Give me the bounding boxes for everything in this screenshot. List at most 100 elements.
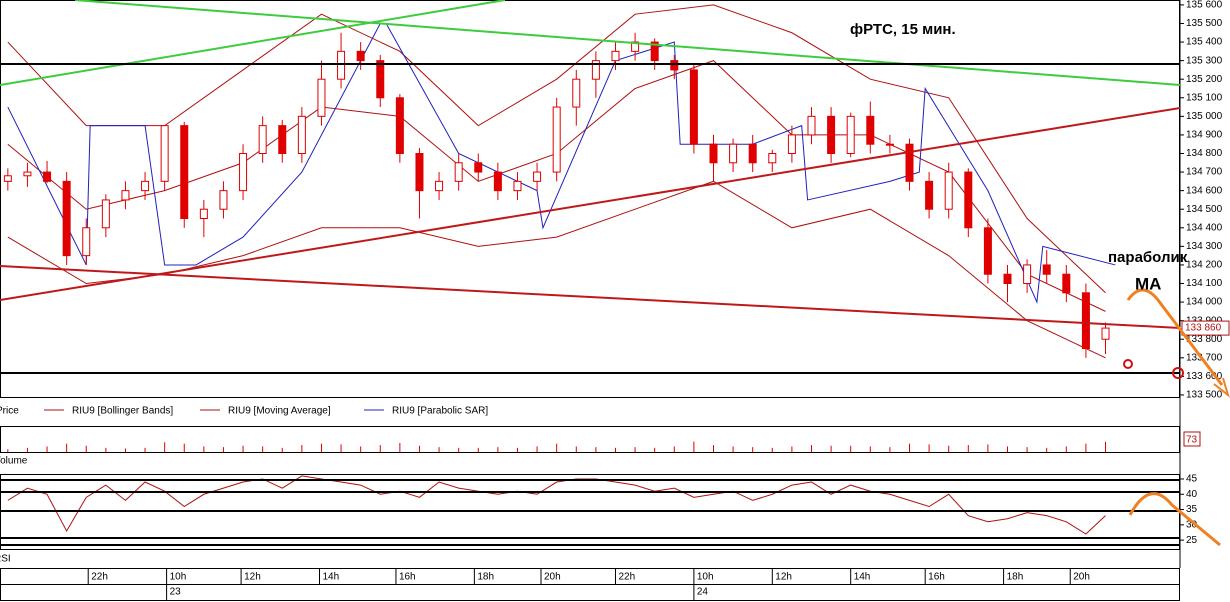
candle-body [572,78,581,108]
y-tick-label: 133 600 [1186,371,1223,382]
candle-body [454,162,463,182]
last-volume-box [1183,431,1201,447]
candle-body [689,69,698,145]
candle-body [807,115,816,136]
candle-body [395,97,404,154]
x-tick-label: 14h [854,572,871,583]
forecast-arrow [1128,492,1221,547]
candle-body [729,143,738,164]
candle-body [43,171,52,182]
y-tick-label: 134 100 [1186,278,1223,289]
y-tick-label: 135 100 [1186,92,1223,103]
candle-body [983,227,992,275]
x-tick-label: 20h [544,572,561,583]
y-tick-label: 25 [1186,535,1198,546]
legend-label: RIU9 [Moving Average] [228,406,331,417]
candle-body [1101,327,1110,340]
y-tick-label: 35 [1186,504,1198,515]
date-label: 23 [170,587,182,598]
y-tick-label: 135 600 [1186,0,1223,11]
y-tick-label: 134 000 [1186,297,1223,308]
trend-line [0,0,506,86]
y-tick-label: 135 300 [1186,55,1223,66]
x-tick-label: 18h [477,572,494,583]
candle-body [964,171,973,229]
candle-body [552,106,561,173]
candle-body [3,175,12,182]
candle-body [885,143,894,146]
last-volume-label: 73 [1186,435,1198,446]
legend-label: Price [0,406,19,417]
y-tick-label: 134 700 [1186,167,1223,178]
x-tick-label: 12h [244,572,261,583]
candle-body [631,41,640,52]
marker-circle [1123,359,1133,369]
candle-body [121,190,130,201]
x-tick-label: 22h [91,572,108,583]
y-tick-label: 134 800 [1186,148,1223,159]
candle-body [866,115,875,145]
candle-body [1023,264,1032,285]
candle-body [239,152,248,192]
panel-title: RSI [0,554,11,565]
last-price-label: 133 860 [1185,323,1222,334]
candle-body [278,125,287,154]
forecast-arrow [1126,288,1224,386]
candle-body [650,41,659,62]
y-tick-label: 134 500 [1186,204,1223,215]
candle-body [768,152,777,164]
legend-label: RIU9 [Parabolic SAR] [392,406,488,417]
y-tick-label: 134 600 [1186,185,1223,196]
main-panel [0,0,1180,398]
candle-body [82,227,91,257]
annotation: MA [1135,274,1161,293]
trend-line [0,107,1181,301]
y-tick-label: 135 400 [1186,37,1223,48]
candle-body [258,125,267,154]
candle-body [199,208,208,220]
chart-title: фРТС, 15 мин. [850,21,956,38]
x-tick-label: 18h [1007,572,1024,583]
y-tick-label: 133 800 [1186,334,1223,345]
date-label: 24 [697,587,709,598]
candle-body [1042,264,1051,275]
candle-body [1062,273,1071,294]
y-tick-label: 134 900 [1186,130,1223,141]
rsi-line [7,475,1106,535]
candle-body [219,190,228,210]
marker-circle [1172,367,1184,379]
candle-body [611,50,620,62]
x-tick-label: 16h [399,572,416,583]
candle-body [1081,292,1090,350]
volume-panel [0,426,1180,453]
y-tick-label: 135 000 [1186,111,1223,122]
candle-body [415,152,424,192]
arrow-head [1213,377,1230,398]
x-tick-label: 10h [697,572,714,583]
indicator-line [7,4,1106,294]
candle-body [62,180,71,257]
y-tick-label: 135 500 [1186,18,1223,29]
x-tick-label: 16h [928,572,945,583]
candle-body [297,115,306,154]
candle-body [787,134,796,154]
candle-body [709,143,718,164]
candle-body [435,180,444,192]
y-tick-label: 134 300 [1186,241,1223,252]
x-tick-label: 22h [618,572,635,583]
y-tick-label: 134 400 [1186,222,1223,233]
candle-body [23,171,32,177]
candle-body [337,50,346,80]
x-tick-label: 14h [323,572,340,583]
legend-label: RIU9 [Bollinger Bands] [72,406,173,417]
candle-body [317,78,326,117]
candle-body [670,60,679,71]
candle-body [925,180,934,210]
candle-body [905,143,914,182]
panel-title: Volume [0,456,28,467]
candle-body [513,180,522,192]
candle-body [101,199,110,229]
candle-body [591,60,600,80]
